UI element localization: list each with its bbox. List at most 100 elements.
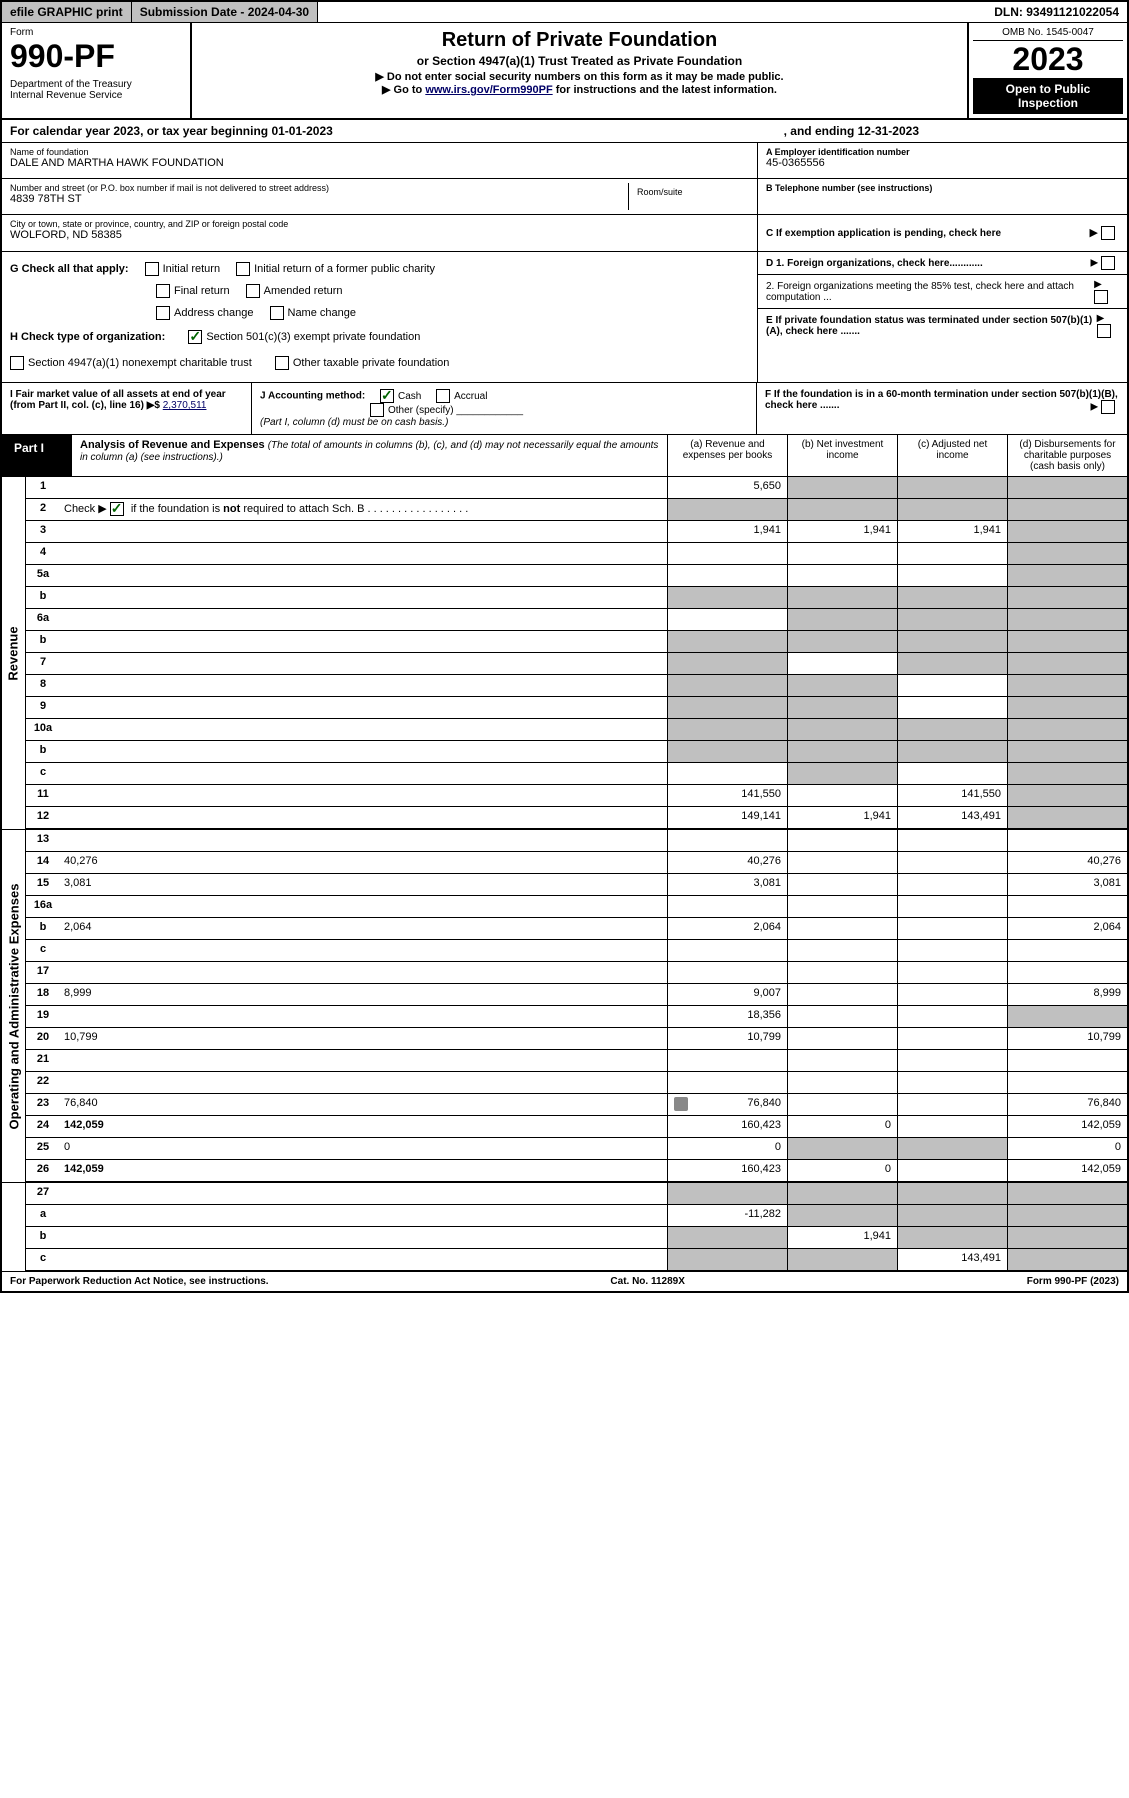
cell-d: [1007, 807, 1127, 828]
j-accrual[interactable]: [436, 389, 450, 403]
g-initial[interactable]: [145, 262, 159, 276]
row-num: 10a: [26, 719, 60, 740]
table-row: 16a: [26, 896, 1127, 918]
cell-c: [897, 1116, 1007, 1137]
cell-b: [787, 852, 897, 873]
cell-c: [897, 962, 1007, 983]
h-other[interactable]: [275, 356, 289, 370]
f-checkbox[interactable]: [1101, 400, 1115, 414]
row-num: 11: [26, 785, 60, 806]
row-desc: [60, 631, 667, 652]
cell-b: [787, 984, 897, 1005]
row-desc: [60, 587, 667, 608]
row-num: 2: [26, 499, 60, 520]
cell-d: 8,999: [1007, 984, 1127, 1005]
row-h: H Check type of organization: Section 50…: [10, 324, 749, 350]
row-num: b: [26, 1227, 60, 1248]
table-row: 26142,059160,4230142,059: [26, 1160, 1127, 1182]
cell-d: 40,276: [1007, 852, 1127, 873]
row-desc: 8,999: [60, 984, 667, 1005]
row-desc: [60, 565, 667, 586]
table-row: 10a: [26, 719, 1127, 741]
cell-c: [897, 763, 1007, 784]
cell-b: [787, 940, 897, 961]
cell-d: [1007, 741, 1127, 762]
cell-a: 40,276: [667, 852, 787, 873]
table-row: b: [26, 587, 1127, 609]
schb-checkbox[interactable]: [110, 502, 124, 516]
g-name[interactable]: [270, 306, 284, 320]
cell-d: [1007, 940, 1127, 961]
street-cell: Number and street (or P.O. box number if…: [10, 183, 629, 210]
row-num: 23: [26, 1094, 60, 1115]
d1-checkbox[interactable]: [1101, 256, 1115, 270]
table-row: 188,9999,0078,999: [26, 984, 1127, 1006]
cell-b: [787, 962, 897, 983]
cell-d: 142,059: [1007, 1160, 1127, 1181]
row-desc: [60, 1249, 667, 1270]
g-final[interactable]: [156, 284, 170, 298]
dept: Department of the Treasury Internal Reve…: [10, 79, 182, 101]
revenue-rows: 15,6502Check ▶ if the foundation is not …: [26, 477, 1127, 829]
table-row: 1440,27640,27640,276: [26, 852, 1127, 874]
cell-a: [667, 543, 787, 564]
row-num: 5a: [26, 565, 60, 586]
revenue-section: Revenue 15,6502Check ▶ if the foundation…: [2, 477, 1127, 829]
cell-d: [1007, 543, 1127, 564]
cell-a: [667, 896, 787, 917]
cell-d: [1007, 587, 1127, 608]
cell-a: [667, 763, 787, 784]
row-num: c: [26, 940, 60, 961]
row-num: 3: [26, 521, 60, 542]
cell-a: 149,141: [667, 807, 787, 828]
row-num: 18: [26, 984, 60, 1005]
attachment-icon[interactable]: [674, 1097, 688, 1111]
title-box: Return of Private Foundation or Section …: [192, 23, 967, 118]
cell-d: [1007, 962, 1127, 983]
address-row: Number and street (or P.O. box number if…: [2, 179, 757, 215]
check-right: D 1. Foreign organizations, check here..…: [757, 252, 1127, 382]
j-other[interactable]: [370, 403, 384, 417]
footer-mid: Cat. No. 11289X: [610, 1276, 684, 1287]
row-num: 21: [26, 1050, 60, 1071]
row-desc: [60, 719, 667, 740]
d2-checkbox[interactable]: [1094, 290, 1108, 304]
footer-left: For Paperwork Reduction Act Notice, see …: [10, 1276, 269, 1287]
row-desc: 40,276: [60, 852, 667, 873]
cell-c: [897, 477, 1007, 498]
row-num: b: [26, 631, 60, 652]
cell-a: 1,941: [667, 521, 787, 542]
h-501c3[interactable]: [188, 330, 202, 344]
row-num: c: [26, 763, 60, 784]
cell-b: 0: [787, 1116, 897, 1137]
instr1: ▶ Do not enter social security numbers o…: [198, 70, 961, 83]
row-num: 1: [26, 477, 60, 498]
j-cash[interactable]: [380, 389, 394, 403]
cell-d: 10,799: [1007, 1028, 1127, 1049]
cell-a: [667, 1227, 787, 1248]
e-checkbox[interactable]: [1097, 324, 1111, 338]
e-item: E If private foundation status was termi…: [758, 309, 1127, 342]
cell-a: [667, 1183, 787, 1204]
cell-d: [1007, 521, 1127, 542]
cell-c: [897, 830, 1007, 851]
form-page: efile GRAPHIC print Submission Date - 20…: [0, 0, 1129, 1293]
c-checkbox[interactable]: [1101, 226, 1115, 240]
city: WOLFORD, ND 58385: [10, 229, 749, 241]
g-amended[interactable]: [246, 284, 260, 298]
d2-item: 2. Foreign organizations meeting the 85%…: [758, 275, 1127, 309]
cell-b: [787, 918, 897, 939]
h-4947[interactable]: [10, 356, 24, 370]
cell-d: [1007, 653, 1127, 674]
instr-link[interactable]: www.irs.gov/Form990PF: [425, 84, 552, 96]
cell-b: [787, 1006, 897, 1027]
cell-a: [667, 675, 787, 696]
g-initial-former[interactable]: [236, 262, 250, 276]
cell-a: [667, 962, 787, 983]
cell-b: [787, 1028, 897, 1049]
table-row: c: [26, 763, 1127, 785]
g-address[interactable]: [156, 306, 170, 320]
cell-a: 2,064: [667, 918, 787, 939]
cell-c: [897, 1028, 1007, 1049]
cell-d: [1007, 1249, 1127, 1270]
